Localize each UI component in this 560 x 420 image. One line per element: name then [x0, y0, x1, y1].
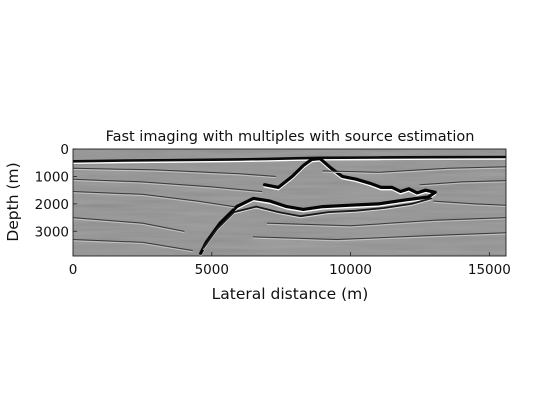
reflector-sediment-6 — [322, 166, 506, 173]
reflector-sediment-4-highlight — [73, 180, 263, 194]
reflector-sediment-10 — [252, 232, 506, 240]
x-tick-label: 5000 — [195, 262, 229, 278]
reflector-sediment-5-highlight — [73, 192, 235, 209]
reflector-sediment-3 — [73, 167, 277, 177]
reflector-sediment-12-highlight — [73, 240, 193, 253]
reflector-sediment-3-highlight — [73, 169, 277, 179]
y-tick-label: 2000 — [35, 197, 69, 213]
reflector-sediment-7 — [419, 180, 506, 186]
reflector-sediment-9-highlight — [266, 218, 506, 228]
reflector-sediment-8 — [433, 200, 506, 206]
reflector-sediment-10-highlight — [252, 233, 506, 242]
y-tick-label: 1000 — [35, 169, 69, 185]
chart-title: Fast imaging with multiples with source … — [106, 129, 475, 145]
reflector-water-bottom-0 — [73, 155, 506, 163]
x-axis-label: Lateral distance (m) — [212, 285, 369, 303]
reflector-salt-top-1-highlight — [199, 159, 437, 256]
x-tick-label: 0 — [69, 262, 78, 278]
reflector-sediment-6-highlight — [322, 167, 506, 175]
y-tick-label: 3000 — [35, 224, 69, 240]
plot-frame — [72, 148, 507, 257]
x-axis: 0 5000 10000 15000 — [69, 252, 511, 278]
reflector-sediment-12 — [73, 239, 193, 251]
reflector-sediment-7-highlight — [419, 181, 506, 187]
y-tick-label: 0 — [60, 142, 69, 158]
reflector-sediment-11-highlight — [73, 218, 185, 234]
reflector-salt-top-1 — [199, 157, 437, 255]
reflector-salt-base-2-highlight — [202, 199, 432, 250]
reflector-sediment-4 — [73, 178, 263, 192]
reflectors — [73, 155, 506, 256]
reflector-water-bottom-0-highlight — [73, 157, 506, 164]
reflector-sediment-11 — [73, 217, 185, 232]
reflector-sediment-9 — [266, 217, 506, 227]
y-axis-label: Depth (m) — [4, 162, 22, 241]
x-tick-label: 10000 — [329, 262, 372, 278]
reflector-sediment-5 — [73, 191, 235, 208]
plot-area — [73, 149, 506, 256]
reflector-salt-base-2 — [202, 197, 433, 249]
reflector-sediment-8-highlight — [433, 201, 506, 207]
x-tick-label: 15000 — [468, 262, 511, 278]
y-axis: 0 1000 2000 3000 — [35, 142, 77, 240]
